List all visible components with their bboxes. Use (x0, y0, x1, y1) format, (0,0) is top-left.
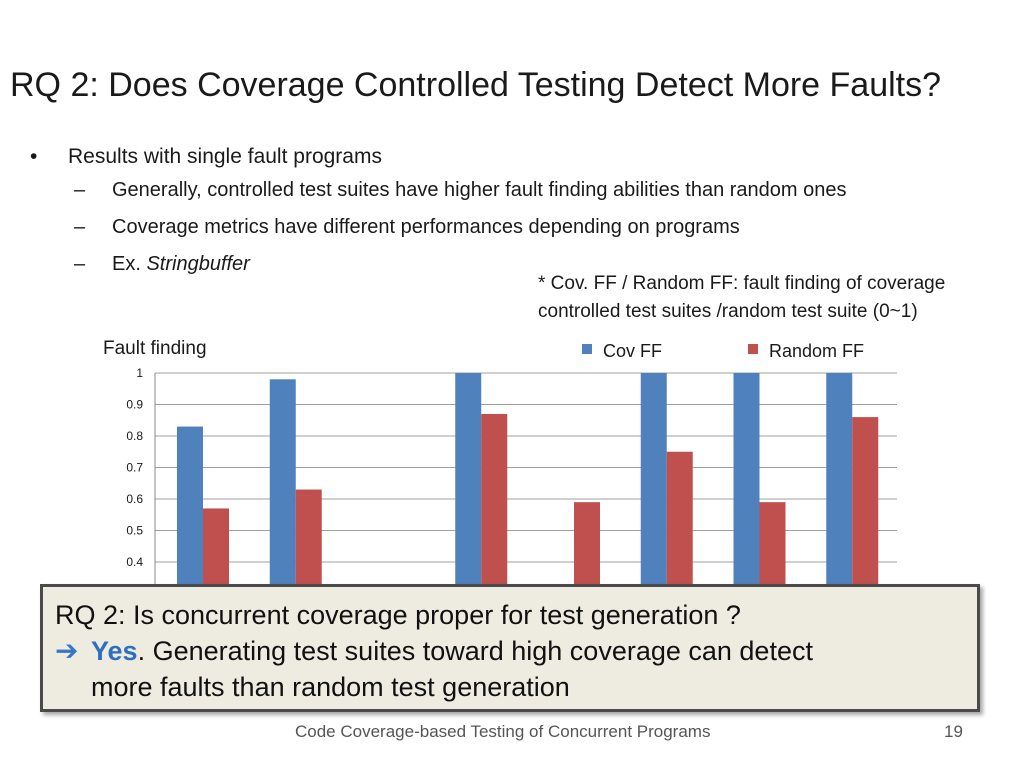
bullet-list: • Results with single fault programs – G… (30, 142, 847, 283)
dash-icon: – (74, 253, 86, 275)
legend-label: Cov FF (603, 341, 662, 361)
sub-bullet-text: Generally, controlled test suites have h… (112, 179, 847, 201)
callout-yes: Yes (91, 636, 138, 666)
y-tick-label: 0.8 (126, 429, 143, 443)
sub-bullet-italic: Stringbuffer (146, 253, 250, 275)
bar-random-ff (203, 508, 229, 588)
dash-icon: – (74, 179, 86, 201)
footer-text: Code Coverage-based Testing of Concurren… (295, 722, 711, 741)
fault-finding-chart: Fault finding 1 0.9 0.8 0.7 0.6 0.5 0.4 Cov FF Ra… (103, 338, 897, 590)
callout-answer-text: . Generating test suites toward high cov… (137, 636, 813, 666)
note-line: * Cov. FF / Random FF: fault finding of … (538, 273, 946, 294)
y-tick-label: 1 (136, 366, 143, 380)
bullet-text: Results with single fault programs (68, 145, 382, 168)
y-tick-label: 0.4 (126, 555, 143, 569)
bar-cov-ff (177, 426, 203, 588)
page-number: 19 (944, 722, 963, 741)
y-tick-label: 0.9 (126, 398, 143, 412)
sub-bullet-item: – Ex. Stringbuffer (30, 246, 847, 283)
ratio-note: * Cov. FF / Random FF: fault finding of … (538, 270, 945, 326)
bar-random-ff (852, 417, 879, 588)
legend-swatch (582, 344, 592, 354)
y-tick-label: 0.6 (126, 492, 143, 506)
dash-icon: – (74, 216, 86, 238)
note-line: controlled test suites /random test suit… (538, 301, 918, 322)
y-tick-label: 0.5 (126, 524, 143, 538)
legend-swatch (748, 344, 758, 354)
bar-random-ff (295, 489, 322, 588)
callout-answer: ➔ Yes. Generating test suites toward high… (55, 633, 965, 705)
bar-random-ff (574, 502, 600, 588)
rq2-answer-callout: RQ 2: Is concurrent coverage proper for … (40, 584, 980, 712)
bullet-dot-icon: • (30, 145, 38, 168)
bar-cov-ff (269, 379, 296, 588)
sub-bullet-item: – Coverage metrics have different perfor… (30, 209, 847, 246)
slide-title: RQ 2: Does Coverage Controlled Testing D… (10, 66, 942, 104)
bullet-item: • Results with single fault programs (30, 142, 847, 172)
right-arrow-icon: ➔ (55, 635, 79, 666)
legend-label: Random FF (769, 341, 864, 361)
sub-bullet-item: – Generally, controlled test suites have… (30, 172, 847, 209)
bar-random-ff (481, 413, 508, 588)
bar-cov-ff (455, 373, 482, 588)
bar-random-ff (666, 451, 693, 588)
bar-cov-ff (640, 373, 667, 588)
y-tick-label: 0.7 (126, 461, 143, 475)
sub-bullet-text: Coverage metrics have different performa… (112, 216, 740, 238)
bar-cov-ff (733, 373, 760, 588)
sub-bullet-prefix: Ex. (112, 253, 147, 275)
callout-answer-text-2: more faults than random test generation (91, 672, 570, 702)
callout-question: RQ 2: Is concurrent coverage proper for … (55, 600, 741, 630)
bar-random-ff (759, 502, 786, 588)
y-axis-label: Fault finding (103, 338, 207, 359)
bar-cov-ff (826, 373, 853, 588)
